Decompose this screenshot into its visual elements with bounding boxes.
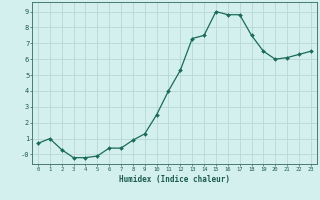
X-axis label: Humidex (Indice chaleur): Humidex (Indice chaleur) [119, 175, 230, 184]
